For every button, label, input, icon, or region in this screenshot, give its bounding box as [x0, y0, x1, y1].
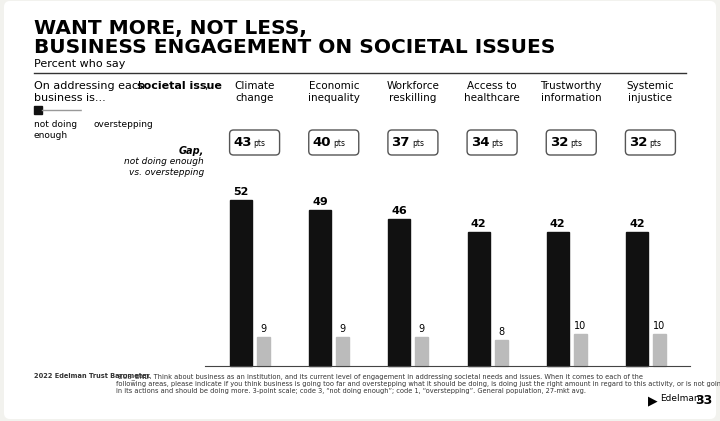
FancyBboxPatch shape	[546, 130, 596, 155]
Text: not doing enough
vs. overstepping: not doing enough vs. overstepping	[125, 157, 204, 177]
Bar	[257, 337, 270, 366]
Text: pts: pts	[412, 139, 424, 149]
Text: BUSINESS ENGAGEMENT ON SOCIETAL ISSUES: BUSINESS ENGAGEMENT ON SOCIETAL ISSUES	[34, 38, 555, 57]
Text: 33: 33	[695, 394, 712, 407]
Text: 9: 9	[419, 324, 425, 334]
Text: 52: 52	[233, 187, 249, 197]
Text: Workforce
reskilling: Workforce reskilling	[387, 81, 439, 104]
Text: Edelman: Edelman	[660, 394, 700, 403]
Text: Percent who say: Percent who say	[34, 59, 125, 69]
Text: societal issue: societal issue	[137, 81, 222, 91]
Text: 49: 49	[312, 197, 328, 207]
Bar	[34, 106, 42, 114]
Bar	[82, 106, 91, 115]
Text: 10: 10	[653, 321, 665, 331]
FancyBboxPatch shape	[388, 130, 438, 155]
Text: not doing
enough: not doing enough	[34, 120, 77, 140]
Text: Gap,: Gap,	[179, 146, 204, 156]
Text: Access to
healthcare: Access to healthcare	[464, 81, 520, 104]
Text: pts: pts	[253, 139, 266, 149]
Text: pts: pts	[649, 139, 662, 149]
Text: 46: 46	[392, 206, 408, 216]
FancyBboxPatch shape	[230, 130, 279, 155]
Bar	[626, 232, 648, 366]
Text: 43: 43	[233, 136, 251, 149]
Bar	[546, 232, 569, 366]
Bar	[310, 210, 331, 366]
Text: 42: 42	[471, 219, 487, 229]
Bar	[336, 337, 349, 366]
Text: business is...: business is...	[34, 93, 106, 103]
Text: Climate
change: Climate change	[235, 81, 275, 104]
Bar	[467, 232, 490, 366]
Text: pts: pts	[333, 139, 345, 149]
Text: 34: 34	[471, 136, 489, 149]
FancyBboxPatch shape	[467, 130, 517, 155]
Bar	[574, 334, 587, 366]
Bar	[495, 341, 508, 366]
Text: 42: 42	[550, 219, 566, 229]
Text: WANT MORE, NOT LESS,: WANT MORE, NOT LESS,	[34, 19, 307, 38]
Text: 40: 40	[312, 136, 330, 149]
FancyBboxPatch shape	[626, 130, 675, 155]
Text: Trustworthy
information: Trustworthy information	[541, 81, 602, 104]
Text: pts: pts	[570, 139, 582, 149]
Text: 37: 37	[392, 136, 410, 149]
Text: On addressing each: On addressing each	[34, 81, 148, 91]
Text: 9: 9	[261, 324, 266, 334]
Text: 42: 42	[629, 219, 644, 229]
FancyBboxPatch shape	[309, 130, 359, 155]
Text: 2022 Edelman Trust Barometer.: 2022 Edelman Trust Barometer.	[34, 373, 151, 379]
Text: Economic
inequality: Economic inequality	[308, 81, 360, 104]
Text: ,: ,	[204, 81, 207, 91]
Text: 8: 8	[498, 328, 504, 338]
Text: ▶: ▶	[648, 394, 657, 407]
FancyBboxPatch shape	[4, 1, 716, 419]
Text: pts: pts	[491, 139, 503, 149]
Bar	[388, 219, 410, 366]
Bar	[653, 334, 666, 366]
Text: 32: 32	[629, 136, 647, 149]
Text: 10: 10	[574, 321, 586, 331]
Text: BUS_BND. Think about business as an institution, and its current level of engage: BUS_BND. Think about business as an inst…	[116, 373, 720, 394]
Text: 32: 32	[550, 136, 568, 149]
Text: Systemic
injustice: Systemic injustice	[626, 81, 674, 104]
Text: 9: 9	[340, 324, 346, 334]
Bar	[415, 337, 428, 366]
Text: overstepping: overstepping	[93, 120, 153, 129]
Bar	[230, 200, 252, 366]
